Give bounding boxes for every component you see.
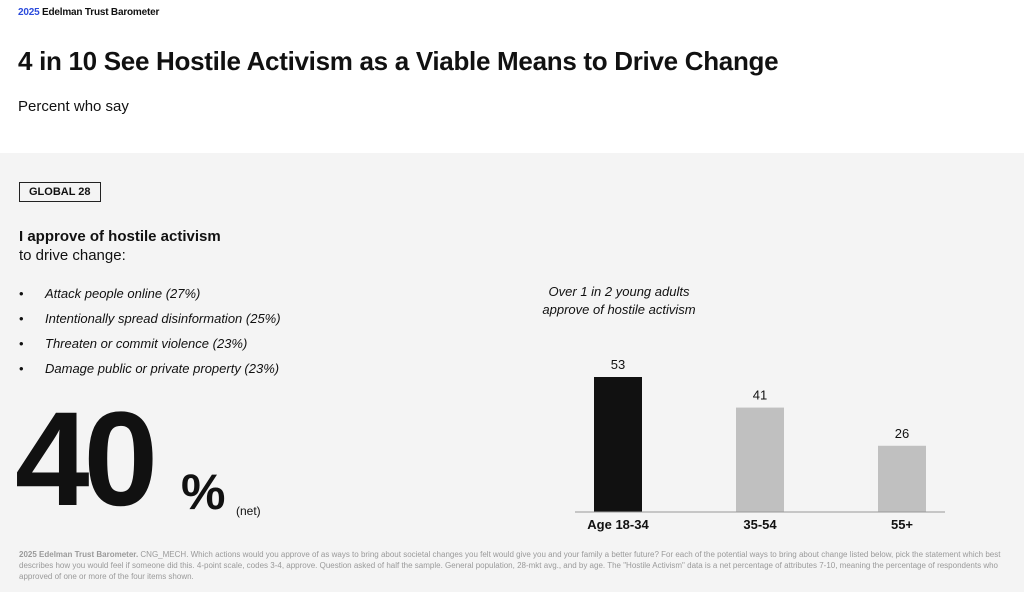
callout-line: approve of hostile activism xyxy=(542,302,696,317)
chart-bar xyxy=(594,377,642,512)
question-heading: I approve of hostile activism xyxy=(19,228,221,245)
bar-value-label: 41 xyxy=(753,388,767,403)
category-label: 55+ xyxy=(891,517,913,532)
brand-logo: 2025 Edelman Trust Barometer xyxy=(18,7,159,18)
bullet-icon: • xyxy=(19,286,24,301)
chart-bar xyxy=(878,445,926,512)
brand-name: Edelman Trust Barometer xyxy=(42,7,160,18)
list-item-label: Attack people online (27%) xyxy=(45,286,201,301)
headline-net-note: (net) xyxy=(236,504,261,518)
age-bar-chart: 53 Age 18-34 41 35-54 26 55+ xyxy=(575,357,945,532)
category-label: 35-54 xyxy=(743,517,777,532)
chart-bar xyxy=(736,407,784,512)
question-subheading: to drive change: xyxy=(19,247,126,264)
page-title: 4 in 10 See Hostile Activism as a Viable… xyxy=(18,46,779,76)
bar-value-label: 26 xyxy=(895,426,909,441)
bullet-icon: • xyxy=(19,311,24,326)
region-badge: GLOBAL 28 xyxy=(19,182,101,202)
category-label: Age 18-34 xyxy=(587,517,649,532)
content-panel: GLOBAL 28 I approve of hostile activism … xyxy=(0,153,1024,592)
footnote-text: CNG_MECH. Which actions would you approv… xyxy=(19,550,1001,581)
chart-callout: Over 1 in 2 young adults approve of host… xyxy=(519,283,719,319)
bullet-icon: • xyxy=(19,361,24,376)
list-item-label: Threaten or commit violence (23%) xyxy=(45,336,248,351)
brand-year: 2025 xyxy=(18,7,40,18)
list-item-label: Intentionally spread disinformation (25%… xyxy=(45,311,281,326)
headline-percent-sign: % xyxy=(181,464,226,520)
list-item-label: Damage public or private property (23%) xyxy=(45,361,280,376)
footnote-source: 2025 Edelman Trust Barometer. xyxy=(19,550,139,559)
bar-value-label: 53 xyxy=(611,357,625,372)
footnote: 2025 Edelman Trust Barometer. CNG_MECH. … xyxy=(19,549,1015,582)
headline-statistic: 40 xyxy=(15,385,158,534)
page-subtitle: Percent who say xyxy=(18,98,129,115)
callout-line: Over 1 in 2 young adults xyxy=(548,284,690,299)
bullet-icon: • xyxy=(19,336,24,351)
